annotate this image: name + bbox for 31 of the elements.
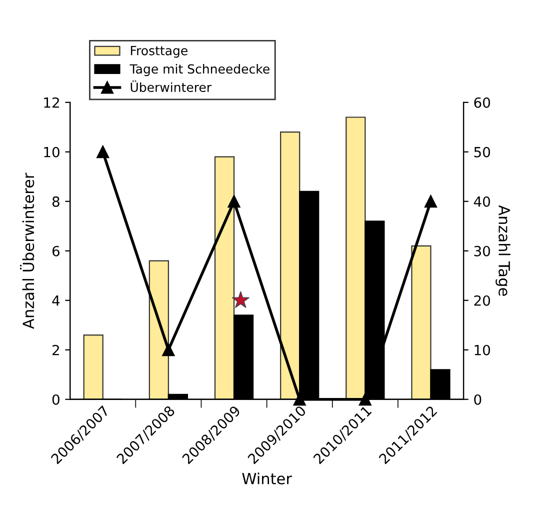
y2-tick-label: 30 bbox=[474, 246, 490, 256]
legend-label: Frosttage bbox=[130, 46, 188, 58]
y2-axis-title: Anzahl Tage bbox=[496, 205, 510, 296]
bar bbox=[280, 132, 300, 400]
point bbox=[96, 146, 110, 158]
x-axis-title: Winter bbox=[242, 472, 292, 484]
legend-label: Tage mit Schneedecke bbox=[130, 64, 270, 76]
point bbox=[162, 344, 175, 356]
y-tick-label: 6 bbox=[52, 246, 60, 256]
y-tick-label: 0 bbox=[52, 394, 60, 405]
legend-label: Überwinterer bbox=[130, 80, 212, 92]
bar bbox=[83, 334, 104, 400]
bar bbox=[346, 116, 366, 400]
y-tick-label: 4 bbox=[52, 296, 60, 306]
y-tick-label: 2 bbox=[52, 344, 59, 356]
y2-tick-label: 20 bbox=[474, 295, 490, 306]
y2-tick-label: 60 bbox=[474, 97, 490, 108]
y-tick-label: 8 bbox=[52, 196, 60, 207]
y2-tick-label: 40 bbox=[474, 196, 490, 207]
y2-tick-label: 50 bbox=[474, 146, 490, 158]
bar bbox=[411, 245, 432, 400]
y2-tick-label: 0 bbox=[474, 394, 482, 405]
y-axis-title: Anzahl Überwinterer bbox=[20, 172, 34, 329]
point bbox=[424, 195, 437, 208]
y2-tick-label: 10 bbox=[474, 344, 490, 356]
bar bbox=[148, 260, 169, 400]
y-tick-label: 10 bbox=[44, 146, 60, 158]
bar bbox=[214, 156, 235, 400]
y-tick-label: 12 bbox=[44, 97, 59, 108]
point bbox=[228, 195, 240, 208]
point bbox=[358, 393, 372, 406]
